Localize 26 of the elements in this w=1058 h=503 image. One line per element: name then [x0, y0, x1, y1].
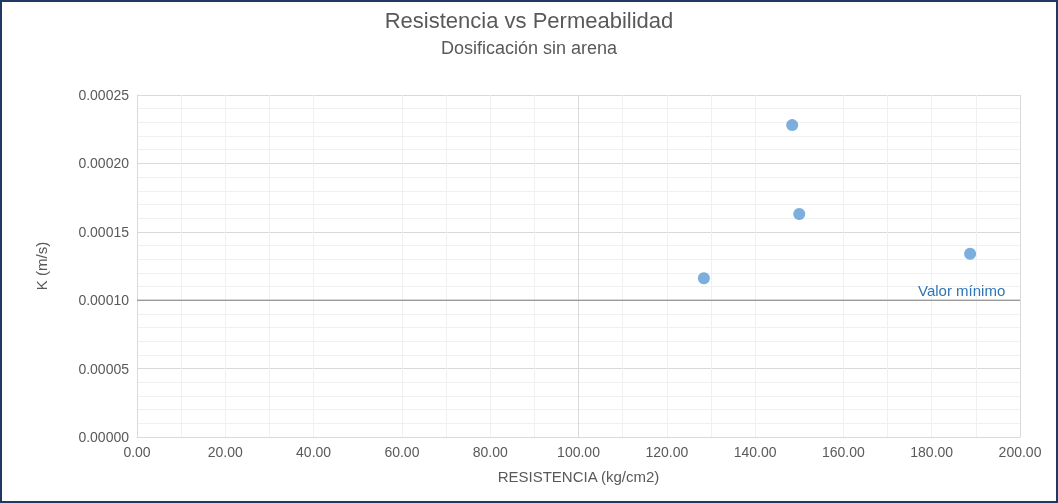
x-tick-label: 180.00	[910, 444, 954, 460]
point	[793, 208, 806, 221]
x-tick-label: 80.00	[472, 444, 508, 460]
x-tick-label: 200.00	[998, 444, 1042, 460]
ref-line-label: Valor mínimo	[918, 281, 1006, 299]
y-tick-label: 0.00005	[78, 360, 130, 377]
point	[697, 272, 710, 285]
y-tick-label: 0.00020	[78, 155, 130, 172]
x-tick-label: 0.00	[123, 444, 151, 460]
x-tick-label: 100.00	[557, 444, 601, 460]
x-tick-label: 60.00	[384, 444, 420, 460]
x-tick-label: 20.00	[207, 444, 244, 460]
y-tick-label: 0.00010	[78, 292, 130, 309]
chart-subtitle: Dosificación sin arena	[440, 38, 619, 58]
x-tick-label: 120.00	[645, 444, 689, 460]
y-tick-label: 0.00015	[78, 223, 130, 240]
x-tick-label: 140.00	[733, 444, 777, 460]
point	[964, 247, 977, 260]
point	[786, 119, 799, 132]
chart-title: Resistencia vs Permeabilidad	[384, 7, 674, 33]
y-tick-label: 0.00025	[78, 87, 130, 103]
x-axis-title: RESISTENCIA (kg/cm2)	[497, 468, 660, 485]
y-tick-label: 0.00000	[78, 429, 130, 445]
y-axis-title: K (m/s)	[33, 241, 50, 291]
x-tick-label: 160.00	[821, 444, 866, 460]
x-tick-label: 40.00	[296, 444, 332, 460]
